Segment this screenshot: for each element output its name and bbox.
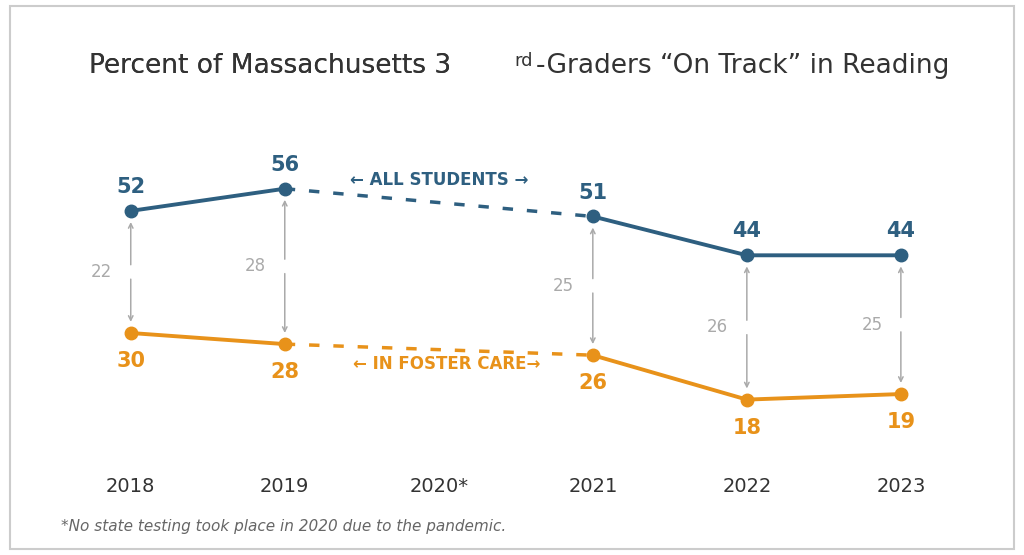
Text: 26: 26: [708, 319, 728, 336]
Text: 25: 25: [553, 277, 574, 295]
Text: 22: 22: [91, 263, 113, 281]
Text: 28: 28: [270, 362, 299, 382]
Text: ← IN FOSTER CARE→: ← IN FOSTER CARE→: [353, 355, 541, 372]
Text: *No state testing took place in 2020 due to the pandemic.: *No state testing took place in 2020 due…: [61, 519, 507, 534]
Text: 30: 30: [117, 351, 145, 371]
Text: ← ALL STUDENTS →: ← ALL STUDENTS →: [349, 171, 528, 189]
Text: 51: 51: [579, 183, 607, 203]
Text: 28: 28: [245, 258, 266, 275]
Text: 44: 44: [732, 221, 761, 241]
Text: rd: rd: [515, 52, 534, 70]
Text: 44: 44: [887, 221, 915, 241]
Text: 25: 25: [861, 316, 883, 334]
Text: Percent of Massachusetts 3: Percent of Massachusetts 3: [89, 53, 452, 79]
Text: Percent of Massachusetts 3: Percent of Massachusetts 3: [89, 53, 452, 79]
Text: 26: 26: [579, 374, 607, 393]
Text: 18: 18: [732, 418, 761, 438]
Text: -Graders “On Track” in Reading: -Graders “On Track” in Reading: [537, 53, 949, 79]
Text: 19: 19: [887, 412, 915, 432]
Text: 56: 56: [270, 155, 299, 175]
Text: 52: 52: [116, 177, 145, 197]
